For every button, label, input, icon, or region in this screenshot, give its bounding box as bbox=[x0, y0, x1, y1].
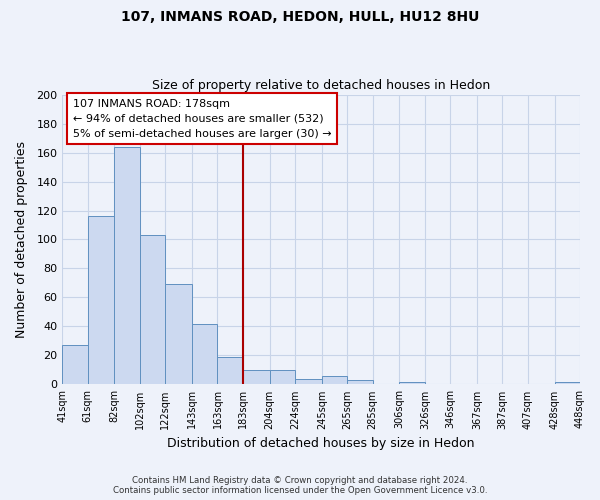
Bar bbox=[400, 382, 425, 384]
Text: 107, INMANS ROAD, HEDON, HULL, HU12 8HU: 107, INMANS ROAD, HEDON, HULL, HU12 8HU bbox=[121, 10, 479, 24]
Title: Size of property relative to detached houses in Hedon: Size of property relative to detached ho… bbox=[152, 79, 490, 92]
Y-axis label: Number of detached properties: Number of detached properties bbox=[15, 141, 28, 338]
Text: Contains HM Land Registry data © Crown copyright and database right 2024.
Contai: Contains HM Land Registry data © Crown c… bbox=[113, 476, 487, 495]
Bar bbox=[269, 370, 295, 384]
Bar bbox=[62, 346, 88, 385]
Bar bbox=[192, 324, 217, 384]
Bar bbox=[554, 382, 580, 384]
Bar bbox=[88, 216, 115, 384]
Bar bbox=[217, 357, 243, 384]
X-axis label: Distribution of detached houses by size in Hedon: Distribution of detached houses by size … bbox=[167, 437, 475, 450]
Bar bbox=[295, 378, 322, 384]
Bar bbox=[322, 376, 347, 384]
Bar bbox=[166, 284, 192, 384]
Bar bbox=[347, 380, 373, 384]
Bar bbox=[115, 146, 140, 384]
Bar bbox=[243, 370, 269, 384]
Text: 107 INMANS ROAD: 178sqm
← 94% of detached houses are smaller (532)
5% of semi-de: 107 INMANS ROAD: 178sqm ← 94% of detache… bbox=[73, 99, 331, 138]
Bar bbox=[140, 235, 166, 384]
